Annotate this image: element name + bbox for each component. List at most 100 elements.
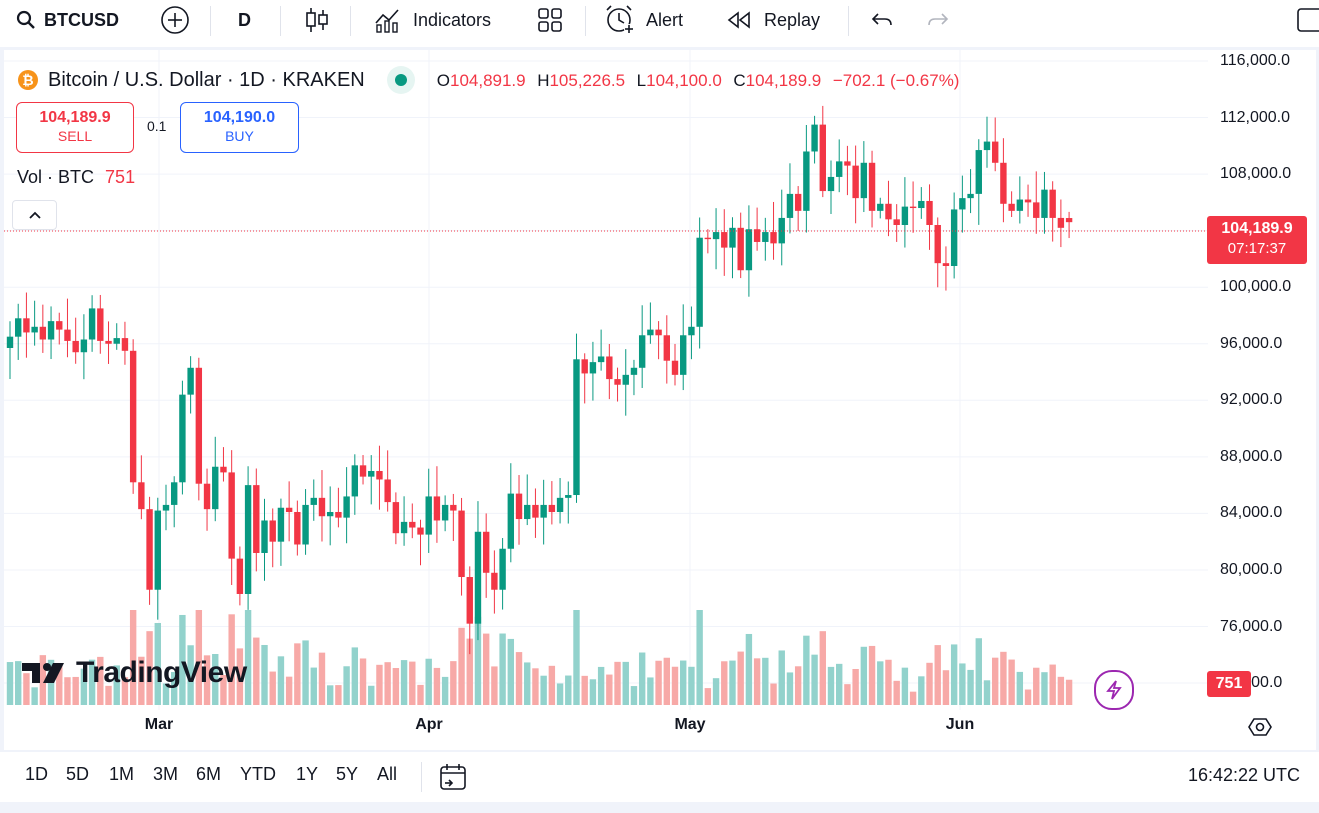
volume-bar — [918, 676, 925, 705]
candle-body — [277, 507, 285, 542]
price-axis[interactable]: 116,000.0112,000.0108,000.0104,000.0100,… — [1210, 50, 1316, 750]
price-chart[interactable] — [4, 50, 1316, 750]
symbol-title[interactable]: Bitcoin / U.S. Dollar · 1D · KRAKEN — [48, 68, 365, 91]
volume-bar — [852, 668, 859, 705]
candle-body — [23, 318, 30, 333]
divider — [421, 762, 422, 792]
price-axis-label: 80,000.0 — [1220, 560, 1283, 578]
undo-button[interactable] — [871, 0, 893, 40]
volume-bar — [515, 652, 523, 705]
candle-body — [696, 237, 703, 327]
candle-body — [433, 496, 441, 521]
volume-bar — [351, 647, 359, 705]
volume-bar — [105, 685, 112, 705]
time-axis[interactable]: Mar Apr May Jun — [4, 712, 1208, 746]
candle-body — [326, 511, 334, 517]
price-axis-label: 100,000.0 — [1220, 278, 1292, 296]
candle-body — [491, 572, 498, 590]
candle-body — [146, 509, 153, 590]
volume-bar — [606, 674, 613, 705]
volume-bar — [285, 676, 293, 705]
volume-bar — [441, 676, 449, 705]
range-button-1y[interactable]: 1Y — [296, 764, 319, 784]
range-button-5y[interactable]: 5Y — [336, 764, 359, 784]
candle-body — [368, 470, 375, 477]
candle-body — [236, 558, 244, 594]
candle-body — [1065, 218, 1073, 223]
redo-button[interactable] — [927, 0, 949, 40]
volume-bar — [983, 680, 991, 705]
volume-bar — [959, 663, 966, 705]
volume-bar — [236, 648, 244, 705]
indicators-button[interactable]: Indicators — [374, 0, 491, 40]
volume-bar — [294, 643, 301, 705]
range-button-1m[interactable]: 1M — [109, 764, 135, 784]
volume-label: Vol · BTC — [17, 167, 95, 187]
candle-body — [565, 495, 572, 498]
interval-button[interactable]: D — [238, 9, 251, 30]
collapse-legend-button[interactable] — [12, 200, 57, 230]
layout-button[interactable] — [1297, 0, 1319, 40]
chart-settings-button[interactable] — [1248, 715, 1272, 744]
candle-body — [64, 329, 71, 341]
range-button-6m[interactable]: 6M — [196, 764, 222, 784]
candle-body — [630, 367, 638, 375]
candle-body — [392, 502, 400, 534]
volume-value: 751 — [105, 167, 136, 187]
alert-button[interactable]: Alert — [604, 0, 683, 40]
chart-type-button[interactable] — [304, 0, 330, 40]
divider — [280, 6, 281, 36]
symbol-search[interactable]: BTCUSD — [16, 0, 119, 40]
price-axis-label: 84,000.0 — [1220, 504, 1283, 522]
volume-bar — [638, 652, 646, 705]
templates-button[interactable] — [537, 0, 563, 40]
candle-body — [877, 203, 884, 211]
sell-button[interactable]: 104,189.9 SELL — [16, 102, 134, 153]
compare-symbol-button[interactable] — [160, 0, 190, 40]
candle-body — [294, 511, 301, 545]
candle-body — [105, 340, 112, 344]
candle-body — [359, 465, 367, 477]
ai-assistant-button[interactable] — [1094, 670, 1134, 710]
volume-legend: Vol · BTC 751 — [17, 167, 135, 188]
chart-area[interactable]: ₿ Bitcoin / U.S. Dollar · 1D · KRAKEN O1… — [4, 50, 1316, 750]
volume-bar — [97, 656, 104, 705]
volume-bar — [6, 662, 14, 705]
range-button-1d[interactable]: 1D — [25, 764, 49, 784]
range-button-ytd[interactable]: YTD — [240, 764, 276, 784]
replay-button[interactable]: Replay — [726, 0, 820, 40]
volume-bar — [1049, 664, 1056, 705]
candle-body — [1033, 202, 1040, 218]
market-status-icon[interactable] — [386, 66, 415, 94]
go-to-date-button[interactable] — [437, 762, 469, 797]
volume-bar — [975, 638, 982, 705]
candle-body — [975, 150, 982, 194]
range-button-all[interactable]: All — [377, 764, 398, 784]
volume-bar — [474, 616, 482, 705]
candle-body — [31, 326, 38, 333]
volume-bar — [302, 640, 309, 705]
range-button-5d[interactable]: 5D — [66, 764, 90, 784]
candle-body — [80, 339, 88, 353]
candle-body — [959, 198, 966, 210]
tradingview-logo-icon — [22, 663, 64, 683]
volume-bar — [729, 660, 736, 705]
volume-bar — [400, 660, 408, 705]
volume-bar — [277, 656, 285, 705]
price-axis-label: 92,000.0 — [1220, 391, 1283, 409]
volume-bar — [162, 683, 170, 705]
utc-clock[interactable]: 16:42:22 UTC — [1187, 765, 1300, 785]
price-axis-label: 116,000.0 — [1220, 52, 1290, 69]
candle-body — [261, 520, 268, 553]
volume-bar — [318, 652, 326, 705]
buy-button[interactable]: 104,190.0 BUY — [180, 102, 299, 153]
replay-label: Replay — [764, 9, 821, 30]
candle-body — [532, 504, 539, 518]
volume-bar — [171, 672, 178, 705]
range-button-3m[interactable]: 3M — [153, 764, 179, 784]
candles — [6, 105, 1073, 655]
tradingview-watermark[interactable]: TradingView — [20, 656, 247, 690]
candle-body — [244, 485, 252, 594]
volume-bar — [203, 655, 211, 705]
candle-body — [121, 338, 129, 351]
